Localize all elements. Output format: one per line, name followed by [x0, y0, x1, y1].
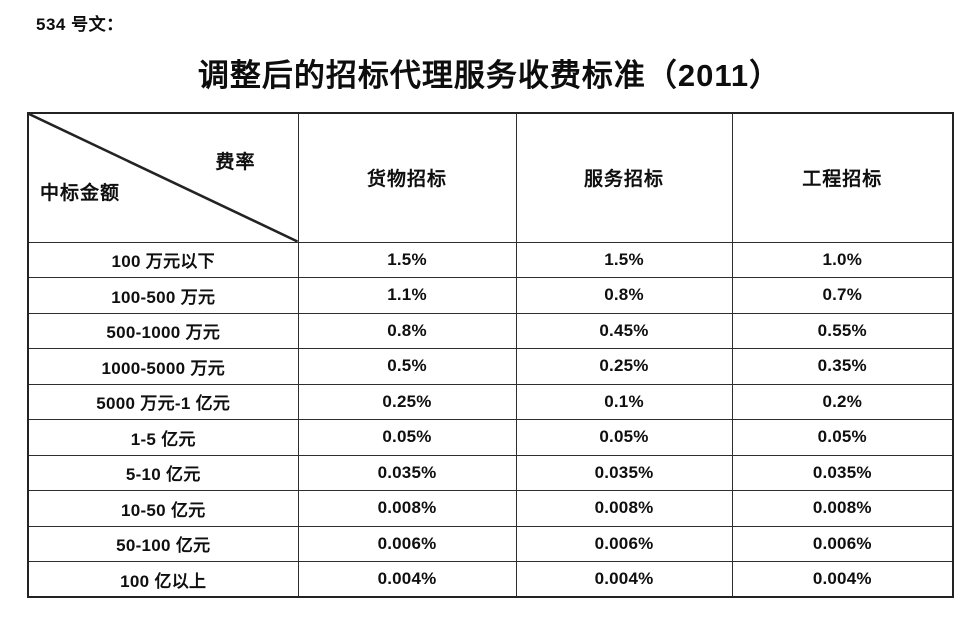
row-label: 500-1000 万元: [27, 312, 299, 349]
rate-cell: 1.5%: [297, 241, 517, 278]
column-header-service: 服务招标: [515, 112, 733, 243]
table-row: 100 亿以上 0.004% 0.004% 0.004%: [27, 561, 954, 598]
rate-cell: 0.2%: [731, 383, 954, 420]
rate-cell: 0.1%: [515, 383, 733, 420]
rate-cell: 0.006%: [297, 525, 517, 562]
rate-cell: 1.1%: [297, 277, 517, 314]
table-row: 100-500 万元 1.1% 0.8% 0.7%: [27, 277, 954, 314]
rate-cell: 0.25%: [515, 348, 733, 385]
rate-cell: 0.05%: [297, 419, 517, 456]
rate-cell: 0.05%: [515, 419, 733, 456]
rate-cell: 0.25%: [297, 383, 517, 420]
table-row: 500-1000 万元 0.8% 0.45% 0.55%: [27, 312, 954, 349]
rate-cell: 0.8%: [515, 277, 733, 314]
corner-label-rate: 费率: [215, 152, 256, 173]
document-ref-label: 534 号文：: [36, 15, 124, 34]
rate-cell: 0.35%: [731, 348, 954, 385]
rate-cell: 0.008%: [731, 490, 954, 527]
rate-cell: 0.004%: [731, 561, 954, 598]
diagonal-corner-cell: 费率 中标金额: [27, 112, 299, 243]
rate-cell: 0.004%: [515, 561, 733, 598]
rate-cell: 0.008%: [297, 490, 517, 527]
rate-cell: 0.004%: [297, 561, 517, 598]
corner-label-amount: 中标金额: [40, 183, 121, 204]
table-row: 100 万元以下 1.5% 1.5% 1.0%: [27, 241, 954, 278]
rate-cell: 0.035%: [297, 454, 517, 491]
column-header-engineering: 工程招标: [731, 112, 954, 243]
rate-cell: 1.5%: [515, 241, 733, 278]
rate-cell: 0.5%: [297, 348, 517, 385]
rate-cell: 0.035%: [515, 454, 733, 491]
rate-cell: 1.0%: [731, 241, 954, 278]
table-row: 10-50 亿元 0.008% 0.008% 0.008%: [27, 490, 954, 527]
table-row: 1000-5000 万元 0.5% 0.25% 0.35%: [27, 348, 954, 385]
row-label: 100-500 万元: [27, 277, 299, 314]
rate-cell: 0.55%: [731, 312, 954, 349]
row-label: 100 亿以上: [27, 561, 299, 598]
row-label: 5-10 亿元: [27, 454, 299, 491]
diagonal-line: [29, 114, 297, 241]
row-label: 50-100 亿元: [27, 525, 299, 562]
rate-cell: 0.8%: [297, 312, 517, 349]
row-label: 100 万元以下: [27, 241, 299, 278]
row-label: 1000-5000 万元: [27, 348, 299, 385]
rate-cell: 0.006%: [731, 525, 954, 562]
row-label: 1-5 亿元: [27, 419, 299, 456]
row-label: 5000 万元-1 亿元: [27, 383, 299, 420]
rate-cell: 0.05%: [731, 419, 954, 456]
fee-rate-table: 费率 中标金额 货物招标 服务招标 工程招标 100 万元以下 1.5% 1.5…: [27, 112, 954, 598]
rate-cell: 0.006%: [515, 525, 733, 562]
rate-cell: 0.7%: [731, 277, 954, 314]
table-row: 50-100 亿元 0.006% 0.006% 0.006%: [27, 525, 954, 562]
table-header-row: 费率 中标金额 货物招标 服务招标 工程招标: [27, 112, 954, 243]
row-label: 10-50 亿元: [27, 490, 299, 527]
rate-cell: 0.035%: [731, 454, 954, 491]
column-header-goods: 货物招标: [297, 112, 517, 243]
page-title: 调整后的招标代理服务收费标准（2011）: [197, 58, 782, 93]
rate-cell: 0.45%: [515, 312, 733, 349]
table-row: 5-10 亿元 0.035% 0.035% 0.035%: [27, 454, 954, 491]
table-row: 5000 万元-1 亿元 0.25% 0.1% 0.2%: [27, 383, 954, 420]
table-row: 1-5 亿元 0.05% 0.05% 0.05%: [27, 419, 954, 456]
rate-cell: 0.008%: [515, 490, 733, 527]
